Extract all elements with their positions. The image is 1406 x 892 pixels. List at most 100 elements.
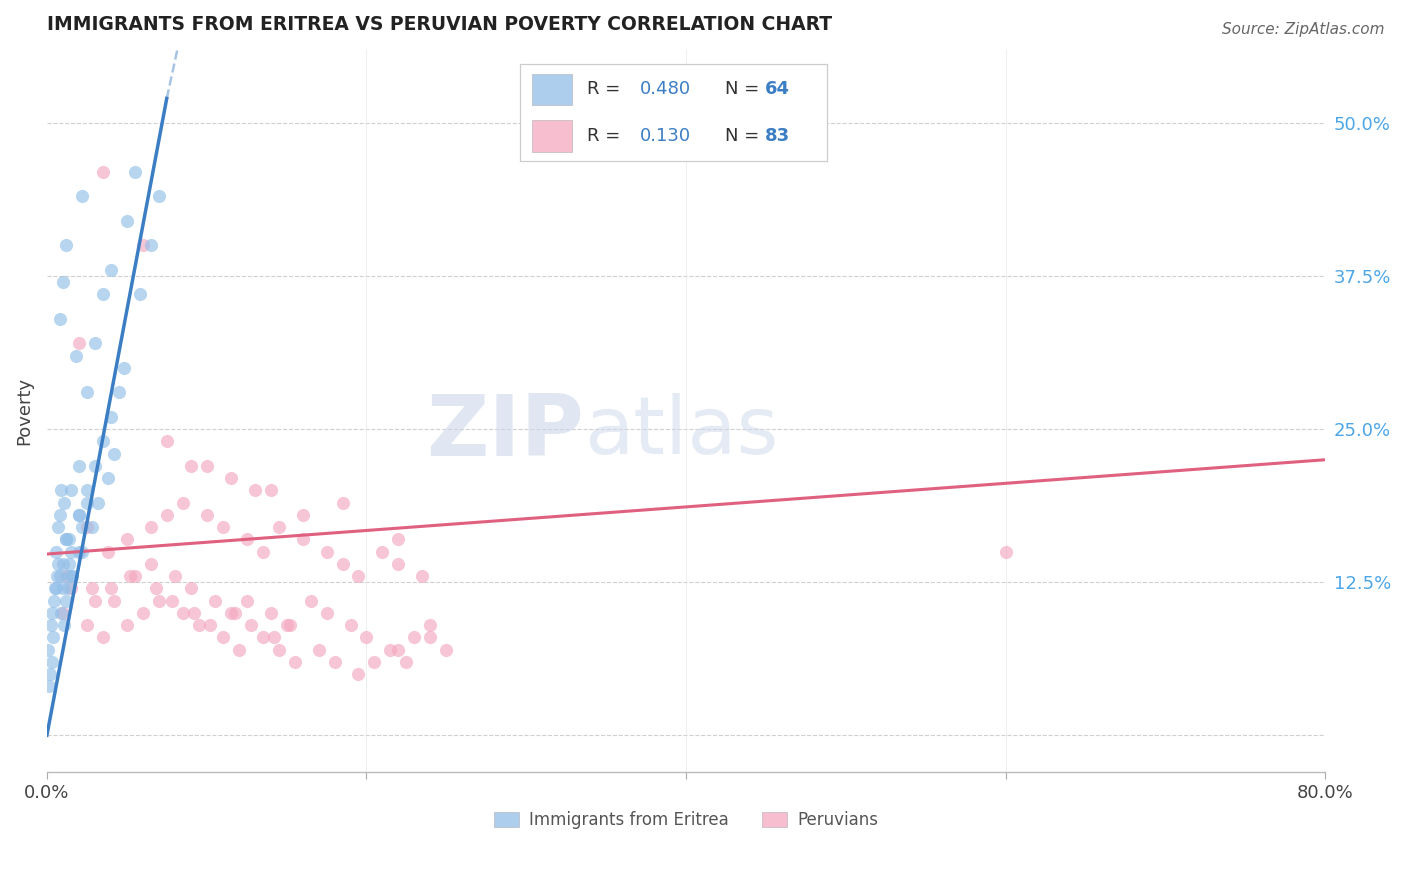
- Point: [45, 582, 67, 596]
- Point: [252, 544, 274, 558]
- Point: [115, 214, 138, 228]
- Point: [48, 312, 70, 326]
- Point: [315, 606, 337, 620]
- Point: [42, 593, 65, 607]
- Point: [267, 520, 290, 534]
- Point: [124, 165, 146, 179]
- Text: IMMIGRANTS FROM ERITREA VS PERUVIAN POVERTY CORRELATION CHART: IMMIGRANTS FROM ERITREA VS PERUVIAN POVE…: [46, 15, 832, 34]
- Point: [76, 495, 98, 509]
- Point: [112, 360, 135, 375]
- Point: [41, 655, 63, 669]
- Point: [411, 569, 433, 583]
- Point: [363, 655, 385, 669]
- Point: [139, 520, 162, 534]
- Point: [67, 458, 90, 473]
- Point: [332, 557, 354, 571]
- Point: [145, 582, 167, 596]
- Point: [172, 606, 194, 620]
- Point: [195, 458, 218, 473]
- Point: [371, 544, 394, 558]
- Point: [128, 287, 150, 301]
- Point: [103, 593, 125, 607]
- Point: [76, 385, 98, 400]
- Point: [263, 630, 285, 644]
- Text: atlas: atlas: [583, 393, 778, 472]
- Point: [243, 483, 266, 498]
- Point: [67, 508, 90, 522]
- Point: [183, 606, 205, 620]
- Point: [46, 557, 69, 571]
- Point: [83, 593, 105, 607]
- Point: [48, 508, 70, 522]
- Point: [53, 495, 76, 509]
- Point: [347, 569, 370, 583]
- Point: [42, 630, 65, 644]
- Point: [419, 618, 441, 632]
- Point: [204, 593, 226, 607]
- Point: [91, 434, 114, 449]
- Point: [224, 606, 246, 620]
- Point: [132, 606, 155, 620]
- Point: [76, 618, 98, 632]
- Point: [65, 349, 87, 363]
- Point: [67, 544, 90, 558]
- Point: [100, 263, 122, 277]
- Point: [284, 655, 307, 669]
- Point: [100, 582, 122, 596]
- Point: [52, 557, 75, 571]
- Point: [387, 557, 409, 571]
- Point: [70, 520, 93, 534]
- Point: [198, 618, 221, 632]
- Point: [67, 508, 90, 522]
- Point: [267, 642, 290, 657]
- Point: [44, 582, 66, 596]
- Point: [180, 458, 202, 473]
- Point: [347, 667, 370, 681]
- Point: [91, 165, 114, 179]
- Point: [80, 582, 103, 596]
- Point: [219, 471, 242, 485]
- Point: [56, 569, 79, 583]
- Legend: Immigrants from Eritrea, Peruvians: Immigrants from Eritrea, Peruvians: [488, 805, 884, 836]
- Point: [76, 520, 98, 534]
- Point: [124, 569, 146, 583]
- Point: [46, 520, 69, 534]
- Point: [55, 533, 77, 547]
- Point: [332, 495, 354, 509]
- Point: [39, 618, 62, 632]
- Point: [115, 618, 138, 632]
- Point: [55, 533, 77, 547]
- Point: [395, 655, 418, 669]
- Point: [52, 275, 75, 289]
- Point: [46, 569, 69, 583]
- Point: [387, 533, 409, 547]
- Y-axis label: Poverty: Poverty: [15, 376, 32, 445]
- Point: [132, 238, 155, 252]
- Point: [58, 533, 80, 547]
- Point: [39, 667, 62, 681]
- Point: [299, 593, 322, 607]
- Text: ZIP: ZIP: [426, 391, 583, 474]
- Point: [139, 557, 162, 571]
- Point: [380, 642, 402, 657]
- Point: [259, 483, 281, 498]
- Point: [240, 618, 263, 632]
- Point: [235, 533, 257, 547]
- Point: [52, 582, 75, 596]
- Point: [97, 544, 120, 558]
- Point: [148, 189, 170, 203]
- Point: [228, 642, 250, 657]
- Point: [387, 642, 409, 657]
- Point: [51, 483, 73, 498]
- Point: [308, 642, 330, 657]
- Point: [115, 533, 138, 547]
- Point: [118, 569, 141, 583]
- Point: [100, 409, 122, 424]
- Point: [195, 508, 218, 522]
- Point: [91, 287, 114, 301]
- Point: [97, 471, 120, 485]
- Point: [356, 630, 378, 644]
- Point: [419, 630, 441, 644]
- Point: [148, 593, 170, 607]
- Point: [211, 520, 233, 534]
